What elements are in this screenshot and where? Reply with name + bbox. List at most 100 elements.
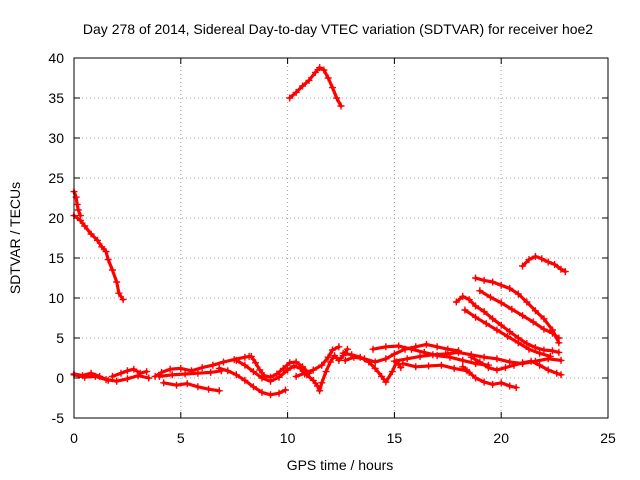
data-series-arc-21 bbox=[467, 353, 565, 379]
data-point bbox=[160, 379, 168, 387]
data-point bbox=[339, 349, 347, 357]
data-point bbox=[145, 374, 153, 382]
data-series bbox=[70, 64, 569, 399]
data-point bbox=[382, 378, 390, 386]
y-tick-label: 35 bbox=[48, 90, 64, 106]
y-axis-label: SDTVAR / TECUs bbox=[7, 182, 23, 294]
data-point bbox=[557, 356, 565, 364]
data-point bbox=[104, 376, 112, 384]
data-point bbox=[292, 358, 300, 366]
data-point bbox=[299, 363, 307, 371]
series-trace bbox=[234, 358, 307, 383]
data-point bbox=[459, 292, 467, 300]
x-tick-label: 15 bbox=[387, 430, 403, 446]
data-point bbox=[497, 379, 505, 387]
data-point bbox=[506, 382, 514, 390]
data-point bbox=[115, 289, 123, 297]
data-point bbox=[523, 298, 531, 306]
data-point bbox=[472, 313, 480, 321]
y-tick-label: 30 bbox=[48, 130, 64, 146]
data-point bbox=[224, 367, 232, 375]
data-point bbox=[241, 361, 249, 369]
data-point bbox=[102, 248, 110, 256]
data-point bbox=[173, 381, 181, 389]
data-point bbox=[493, 326, 501, 334]
data-point bbox=[544, 258, 552, 266]
data-point bbox=[220, 358, 228, 366]
data-point bbox=[403, 355, 411, 363]
data-point bbox=[324, 74, 332, 82]
y-tick-label: 10 bbox=[48, 290, 64, 306]
data-point bbox=[113, 278, 121, 286]
data-point bbox=[407, 345, 415, 353]
data-point bbox=[476, 358, 484, 366]
data-series-arc-7 bbox=[160, 379, 223, 395]
data-series-arc-12 bbox=[286, 64, 345, 110]
data-point bbox=[108, 372, 116, 380]
data-point bbox=[309, 376, 317, 384]
data-point bbox=[555, 348, 563, 356]
data-point bbox=[525, 345, 533, 353]
data-point bbox=[472, 274, 480, 282]
data-point bbox=[465, 368, 473, 376]
data-point bbox=[117, 369, 125, 377]
data-point bbox=[378, 372, 386, 380]
data-point bbox=[181, 370, 189, 378]
data-point bbox=[544, 366, 552, 374]
data-point bbox=[232, 356, 240, 364]
data-point bbox=[546, 352, 554, 360]
data-point bbox=[416, 352, 424, 360]
data-point bbox=[512, 384, 520, 392]
data-point bbox=[333, 94, 341, 102]
data-point bbox=[472, 302, 480, 310]
data-point bbox=[390, 350, 398, 358]
data-point bbox=[123, 375, 131, 383]
data-series-arc-19 bbox=[399, 360, 471, 375]
data-point bbox=[87, 369, 95, 377]
data-point bbox=[506, 358, 514, 366]
data-point bbox=[369, 345, 377, 353]
data-point bbox=[194, 383, 202, 391]
data-point bbox=[489, 278, 497, 286]
data-point bbox=[465, 296, 473, 304]
data-point bbox=[540, 325, 548, 333]
data-point bbox=[390, 357, 398, 365]
data-point bbox=[459, 363, 467, 371]
data-series-arc-2 bbox=[70, 212, 127, 304]
data-point bbox=[205, 385, 213, 393]
data-point bbox=[388, 368, 396, 376]
data-series-arc-14 bbox=[292, 343, 343, 380]
data-point bbox=[489, 380, 497, 388]
data-point bbox=[260, 372, 268, 380]
data-point bbox=[324, 353, 332, 361]
data-point bbox=[96, 372, 104, 380]
data-point bbox=[548, 329, 556, 337]
data-point bbox=[493, 355, 501, 363]
data-point bbox=[331, 352, 339, 360]
data-point bbox=[523, 340, 531, 348]
data-point bbox=[232, 371, 240, 379]
data-point bbox=[551, 260, 559, 268]
data-point bbox=[527, 357, 535, 365]
data-point bbox=[320, 66, 328, 74]
x-tick-label: 0 bbox=[70, 430, 78, 446]
data-point bbox=[480, 276, 488, 284]
data-point bbox=[519, 312, 527, 320]
data-series-arc-22 bbox=[452, 292, 563, 356]
data-point bbox=[484, 364, 492, 372]
data-point bbox=[382, 355, 390, 363]
data-point bbox=[461, 306, 469, 314]
data-point bbox=[215, 387, 223, 395]
data-point bbox=[113, 377, 121, 385]
data-point bbox=[531, 252, 539, 260]
data-point bbox=[437, 361, 445, 369]
axis-ticks: 0 5 10 15 20 25 -5 0 5 10 15 20 25 30 35 40 bbox=[48, 50, 616, 446]
data-point bbox=[397, 364, 405, 372]
data-point bbox=[395, 342, 403, 350]
data-point bbox=[371, 358, 379, 366]
data-series-arc-5 bbox=[108, 365, 151, 380]
data-point bbox=[273, 370, 281, 378]
data-point bbox=[536, 361, 544, 369]
data-point bbox=[514, 290, 522, 298]
